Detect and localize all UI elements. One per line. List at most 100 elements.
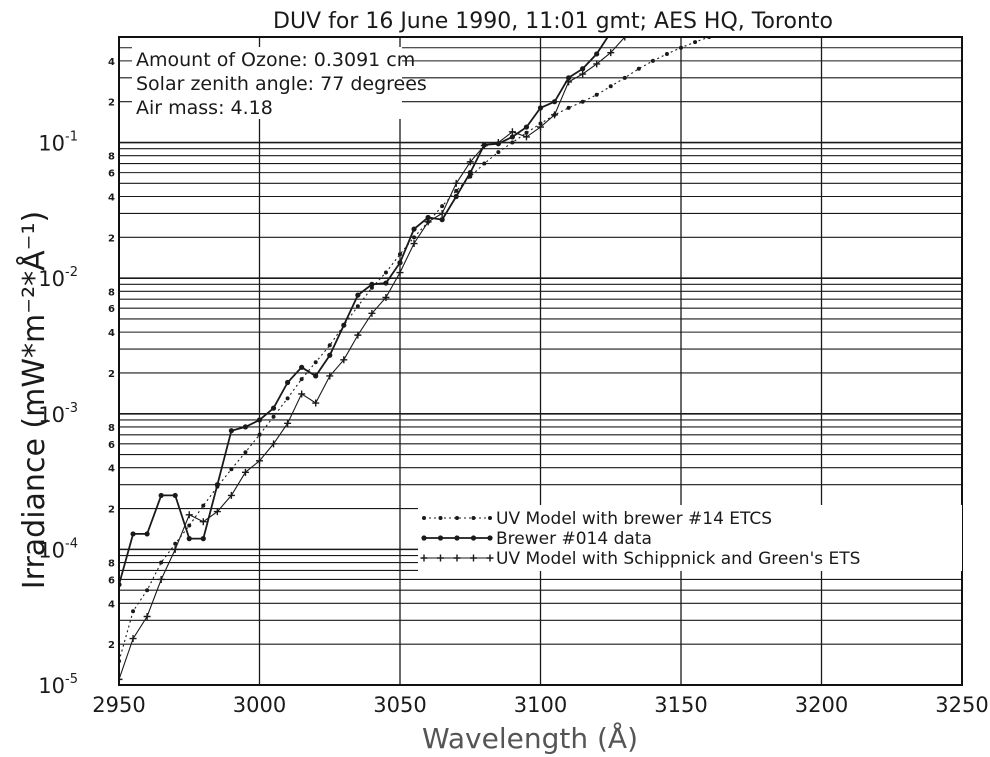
data-point [470, 554, 477, 562]
minor-tick-label: 4 [108, 599, 115, 610]
y-tick-label: 10-3 [38, 401, 78, 427]
data-point [270, 440, 278, 448]
data-point [566, 105, 571, 110]
minor-tick-label: 4 [108, 464, 115, 475]
data-point [241, 468, 249, 476]
data-point [397, 260, 403, 266]
data-point [119, 675, 123, 683]
data-point [229, 467, 234, 472]
data-point [242, 424, 249, 430]
annotation-zenith: Solar zenith angle: 77 degrees [136, 73, 427, 95]
data-point [439, 217, 445, 223]
chart-title: DUV for 16 June 1990, 11:01 gmt; AES HQ,… [273, 9, 833, 34]
data-point [159, 560, 164, 565]
data-point [579, 70, 587, 78]
data-point [382, 293, 390, 301]
minor-tick-label: 2 [108, 98, 115, 109]
x-tick-label: 3050 [373, 693, 426, 717]
data-point [494, 139, 502, 147]
data-point [129, 635, 137, 643]
data-point [438, 516, 443, 520]
data-point [243, 450, 248, 455]
data-point [271, 414, 276, 419]
data-point [396, 269, 404, 277]
data-point [186, 536, 192, 542]
x-tick-label: 3000 [233, 693, 286, 717]
data-point [510, 140, 515, 145]
minor-tick-label: 6 [108, 304, 115, 315]
data-point [354, 331, 362, 339]
data-point [422, 516, 426, 520]
y-tick-label: 10-1 [38, 130, 78, 156]
data-point [467, 170, 473, 176]
data-point [650, 58, 655, 63]
data-point [480, 142, 488, 150]
data-point [341, 322, 347, 328]
data-point [383, 270, 388, 275]
data-point [482, 161, 487, 166]
data-point [227, 491, 235, 499]
data-point [440, 204, 445, 209]
y-tick-label: 10-4 [38, 536, 78, 562]
data-point [257, 432, 262, 437]
minor-tick-label: 6 [108, 440, 115, 451]
data-point [420, 554, 428, 562]
data-point [187, 523, 192, 528]
data-point [425, 214, 431, 221]
legend-label: Brewer #014 data [496, 529, 652, 549]
y-axis-label: Irradiance (mW*m⁻²*Å⁻¹) [16, 211, 52, 589]
data-point [471, 516, 476, 520]
data-point [523, 124, 530, 130]
minor-tick-label: 8 [108, 287, 115, 298]
data-point [410, 240, 418, 248]
minor-tick-label: 8 [108, 559, 115, 570]
data-point [438, 209, 446, 217]
data-point [608, 84, 613, 89]
data-point [412, 235, 417, 240]
data-point [355, 304, 360, 309]
data-point [508, 128, 516, 136]
minor-tick-label: 2 [108, 233, 115, 244]
data-point [201, 503, 206, 508]
data-point [636, 66, 641, 71]
data-point [487, 535, 493, 541]
data-point [172, 492, 178, 499]
minor-tick-label: 8 [108, 152, 115, 163]
data-point [299, 364, 305, 370]
data-point [580, 66, 586, 72]
series-line [119, 37, 609, 585]
data-point [285, 396, 290, 401]
x-tick-label: 3100 [514, 693, 567, 717]
data-point [693, 40, 698, 45]
data-point [298, 390, 306, 398]
data-point [130, 531, 136, 537]
data-point [509, 134, 515, 140]
minor-tick-labels: 2 4 6 8 2 4 6 8 2 4 6 8 2 4 6 8 2 4 [108, 57, 115, 651]
data-point [421, 535, 427, 541]
data-point [486, 554, 494, 562]
annotation-ozone: Amount of Ozone: 0.3091 cm [136, 49, 415, 71]
data-point [580, 99, 585, 104]
data-point [355, 292, 361, 298]
data-point [368, 309, 376, 317]
data-point [537, 123, 544, 131]
series-2 [119, 37, 609, 588]
series-line [119, 37, 626, 680]
legend-label: UV Model with Schippnick and Green's ETS [496, 549, 860, 569]
data-point [565, 78, 573, 86]
data-point [383, 280, 389, 286]
data-point [455, 516, 459, 520]
plot-frame [118, 36, 963, 686]
data-point [131, 609, 136, 614]
data-point [453, 193, 459, 200]
data-point [679, 45, 683, 50]
data-point [453, 554, 461, 562]
data-point [551, 99, 558, 105]
minor-tick-label: 4 [108, 57, 115, 68]
data-point [299, 377, 304, 382]
x-tick-label: 3200 [795, 693, 848, 717]
data-point [214, 482, 220, 488]
data-point [199, 518, 207, 526]
